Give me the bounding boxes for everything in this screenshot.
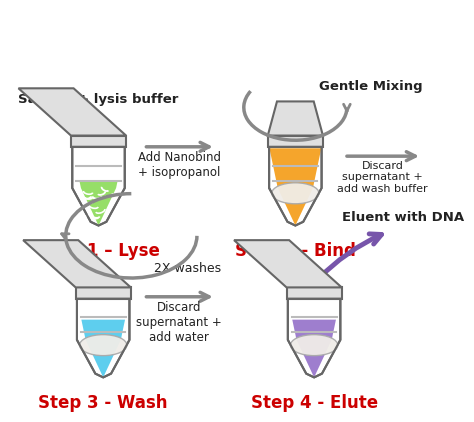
Polygon shape <box>268 101 323 135</box>
Polygon shape <box>79 181 118 225</box>
Ellipse shape <box>291 335 337 356</box>
Text: Eluent with DNA: Eluent with DNA <box>342 211 464 224</box>
Text: 2X washes: 2X washes <box>154 262 221 275</box>
Polygon shape <box>71 135 126 147</box>
Polygon shape <box>76 287 131 299</box>
Text: Step 4 - Elute: Step 4 - Elute <box>251 394 378 412</box>
Text: Discard
supernatant +
add wash buffer: Discard supernatant + add wash buffer <box>337 161 428 194</box>
Text: Add Nanobind
+ isopropanol: Add Nanobind + isopropanol <box>137 151 220 179</box>
Polygon shape <box>287 287 342 299</box>
Text: Gentle Mixing: Gentle Mixing <box>319 80 422 93</box>
Polygon shape <box>72 147 125 225</box>
Polygon shape <box>23 240 131 287</box>
Polygon shape <box>234 240 342 287</box>
Polygon shape <box>77 299 129 377</box>
Polygon shape <box>269 147 321 225</box>
Text: Step 2 - Bind: Step 2 - Bind <box>235 242 356 260</box>
Polygon shape <box>268 135 323 147</box>
Text: Discard
supernatant +
add water: Discard supernatant + add water <box>136 301 222 344</box>
Polygon shape <box>82 319 125 377</box>
Polygon shape <box>18 88 126 135</box>
Polygon shape <box>292 319 336 377</box>
Polygon shape <box>269 148 321 225</box>
Text: Step 1 – Lyse: Step 1 – Lyse <box>37 242 159 260</box>
Text: Sample + lysis buffer: Sample + lysis buffer <box>18 92 179 106</box>
Polygon shape <box>288 299 340 377</box>
Text: Step 3 - Wash: Step 3 - Wash <box>38 394 168 412</box>
Ellipse shape <box>272 183 319 204</box>
Ellipse shape <box>80 335 127 356</box>
